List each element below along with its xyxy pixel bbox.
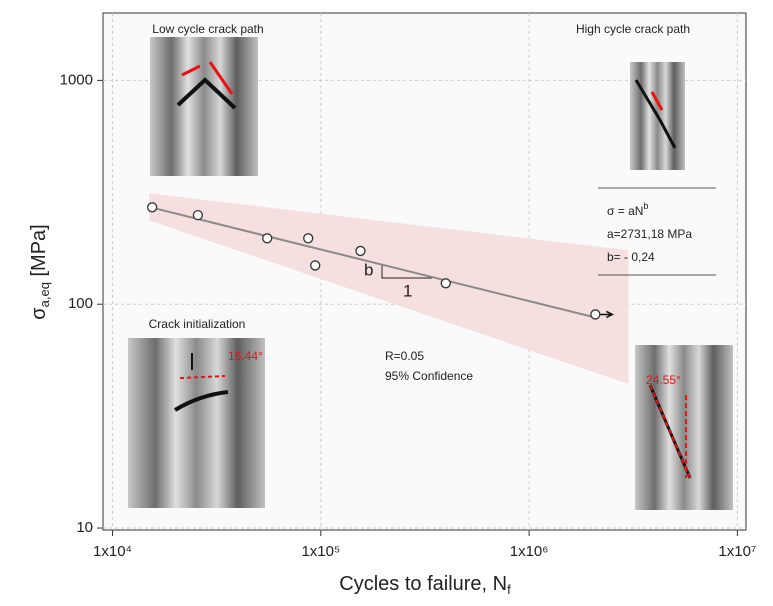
x-label-text: Cycles to failure, N bbox=[339, 573, 507, 595]
data-point bbox=[355, 245, 366, 257]
photo-init bbox=[128, 338, 265, 508]
x-tick-label: 1x10⁷ bbox=[718, 543, 756, 560]
runout-arrow bbox=[600, 310, 615, 319]
angle-label: 16.44° bbox=[228, 349, 263, 363]
data-point bbox=[310, 260, 321, 271]
slope-rise: b bbox=[364, 260, 373, 279]
inset-title: Low cycle crack path bbox=[152, 22, 263, 36]
x-tick-label: 1x10⁴ bbox=[93, 543, 132, 560]
y-label-sub: a,eq bbox=[37, 282, 52, 307]
crack-arrow bbox=[650, 91, 664, 111]
y-tick-label: 1000 bbox=[60, 71, 93, 88]
data-point bbox=[590, 309, 601, 320]
fit-line bbox=[148, 205, 593, 318]
fit-exponent: b bbox=[643, 201, 648, 211]
fit-equation: σ = aNb bbox=[607, 201, 648, 218]
photo-high-detail bbox=[635, 345, 733, 510]
data-point bbox=[440, 278, 451, 289]
y-label-symbol: σ bbox=[28, 307, 50, 320]
data-point bbox=[192, 209, 204, 221]
x-tick-label: 1x10⁶ bbox=[510, 543, 549, 560]
fit-b: b= - 0,24 bbox=[607, 250, 655, 264]
x-axis-label: Cycles to failure, Nf bbox=[339, 573, 511, 597]
y-tick-label: 10 bbox=[76, 519, 93, 536]
crack bbox=[173, 390, 229, 412]
crack bbox=[634, 79, 677, 149]
x-tick-label: 1x10⁵ bbox=[301, 543, 340, 560]
x-label-sub: f bbox=[507, 582, 511, 597]
photo-low bbox=[150, 37, 258, 176]
crack-arrow bbox=[181, 61, 234, 95]
angle-line bbox=[179, 375, 226, 379]
y-axis-label: σa,eq [MPa] bbox=[28, 224, 52, 319]
data-point bbox=[303, 233, 314, 244]
slope-run: 1 bbox=[403, 281, 412, 300]
angle-line bbox=[649, 384, 691, 479]
crack bbox=[176, 77, 237, 110]
inset-title: Crack initialization bbox=[149, 317, 246, 331]
y-tick-label: 100 bbox=[68, 295, 93, 312]
inset-title: High cycle crack path bbox=[576, 22, 690, 36]
angle-label: 24.55° bbox=[646, 373, 681, 387]
fit-equation: σ = aN bbox=[607, 204, 643, 218]
data-point bbox=[147, 202, 158, 213]
slope-triangle bbox=[381, 265, 432, 279]
condition: 95% Confidence bbox=[385, 369, 473, 383]
y-label-unit: [MPa] bbox=[28, 224, 50, 282]
fit-a: a=2731,18 MPa bbox=[607, 227, 692, 241]
condition: R=0.05 bbox=[385, 349, 424, 363]
data-point bbox=[262, 233, 273, 244]
